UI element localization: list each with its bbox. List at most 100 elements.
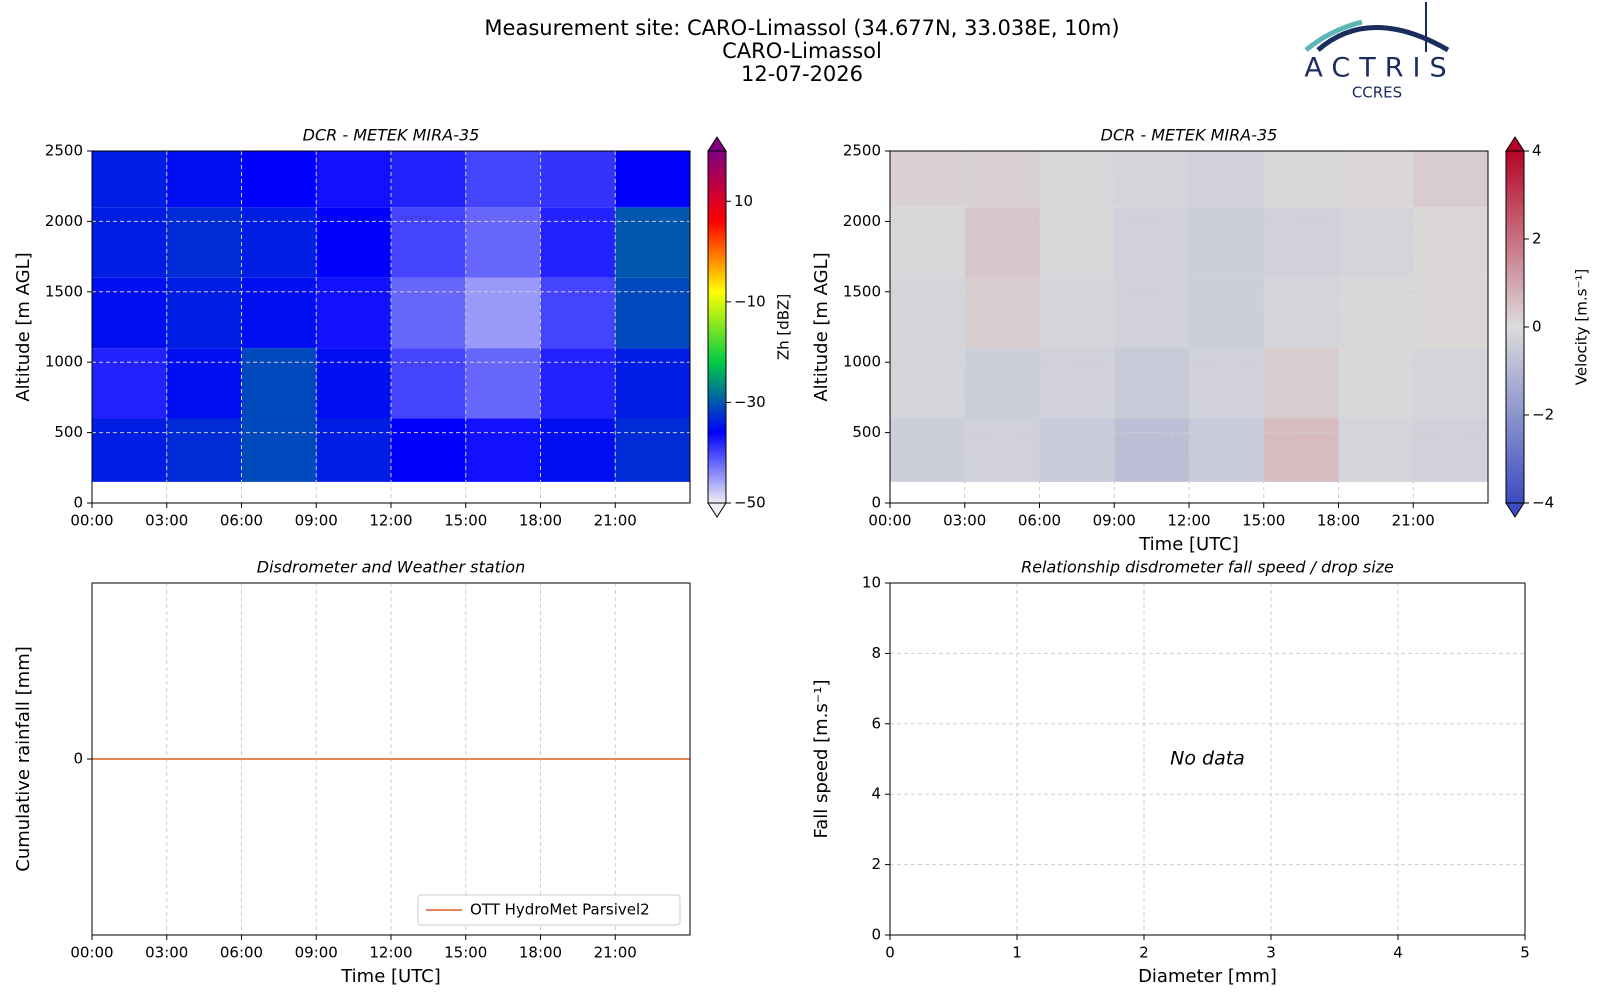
heatmap-cell	[241, 418, 317, 482]
heatmap-cell	[166, 151, 242, 208]
legend	[417, 894, 681, 926]
heatmap-cell	[964, 418, 1040, 482]
heatmap-cell	[92, 207, 167, 278]
x-tick-label: 09:00	[295, 512, 338, 530]
colorbar-tick-label: −30	[734, 393, 766, 411]
heatmap-cell	[1413, 277, 1488, 349]
plot-frame	[889, 582, 1526, 936]
y-axis-label: Cumulative rainfall [mm]	[13, 646, 34, 872]
heatmap-cell	[1263, 418, 1339, 482]
heatmap-cell	[615, 418, 690, 482]
heatmap-cell	[1338, 277, 1414, 349]
heatmap-cell	[1338, 418, 1414, 482]
heatmap-cell	[1263, 207, 1339, 278]
y-tick-label: 1000	[843, 353, 881, 371]
x-axis-label: Time [UTC]	[340, 966, 441, 987]
colorbar-tick-label: −10	[734, 292, 766, 310]
y-tick-label: 1500	[843, 282, 881, 300]
logo-arc	[1316, 25, 1450, 53]
heatmap-cell	[615, 151, 690, 208]
x-tick-label: 06:00	[220, 944, 263, 962]
heatmap-cell	[241, 207, 317, 278]
logo: ACTRIS CCRES	[1304, 2, 1450, 102]
y-tick-label: 2000	[45, 212, 83, 230]
panel-title: DCR - METEK MIRA-35	[1101, 126, 1278, 145]
y-tick-label: 2500	[843, 142, 881, 160]
heatmap-cell	[316, 277, 391, 349]
figure-subtitle: CARO-Limassol	[722, 39, 882, 63]
heatmap-cell	[1263, 277, 1339, 349]
heatmap-cell	[1413, 418, 1488, 482]
x-axis-label: Diameter [mm]	[1138, 966, 1277, 987]
plot-frame	[91, 150, 691, 504]
y-axis-label: Fall speed [m.s⁻¹]	[811, 680, 832, 839]
heatmap-cell	[166, 418, 242, 482]
heatmap-cell	[1189, 418, 1264, 482]
heatmap-cell	[1263, 151, 1339, 208]
heatmap-cell	[92, 348, 167, 419]
colorbar-extend	[707, 502, 727, 518]
heatmap-cell	[890, 277, 965, 349]
x-tick-label: 2	[1139, 944, 1149, 962]
heatmap-cell	[964, 348, 1040, 419]
heatmap-cell	[540, 207, 616, 278]
y-tick-label: 0	[73, 494, 83, 512]
heatmap-cell	[241, 348, 317, 419]
x-tick-label: 5	[1520, 944, 1530, 962]
heatmap-cell	[241, 277, 317, 349]
x-tick-label: 00:00	[868, 512, 911, 530]
y-tick-label: 0	[73, 750, 83, 768]
legend-label: OTT HydroMet Parsivel2	[470, 901, 650, 919]
colorbar-tick-label: −50	[734, 494, 766, 512]
heatmap-cell	[540, 418, 616, 482]
y-tick-label: 500	[54, 423, 83, 441]
heatmap-cell	[465, 207, 541, 278]
heatmap-cell	[615, 277, 690, 349]
x-tick-label: 03:00	[145, 512, 188, 530]
y-tick-label: 0	[871, 494, 881, 512]
colorbar-extend	[1505, 502, 1525, 518]
heatmap-cell	[964, 207, 1040, 278]
x-tick-label: 06:00	[220, 512, 263, 530]
x-tick-label: 0	[885, 944, 895, 962]
heatmap-cell	[1413, 151, 1488, 208]
heatmap-cell	[890, 418, 965, 482]
figure-title: Measurement site: CARO-Limassol (34.677N…	[484, 16, 1119, 40]
heatmap-cell	[1039, 418, 1115, 482]
heatmap-cell	[1039, 348, 1115, 419]
x-tick-label: 00:00	[70, 512, 113, 530]
colorbar-tick-label: −2	[1532, 406, 1554, 424]
heatmap-cell	[890, 207, 965, 278]
plot-frame	[889, 150, 1489, 504]
heatmap-cell	[1189, 151, 1264, 208]
heatmap-cell	[1114, 418, 1189, 482]
heatmap-cell	[465, 277, 541, 349]
heatmap-cell	[615, 207, 690, 278]
colorbar-tick-label: 2	[1532, 230, 1542, 248]
heatmap-cell	[241, 151, 317, 208]
panel-title: DCR - METEK MIRA-35	[303, 126, 480, 145]
colorbar-label: Velocity [m.s⁻¹]	[1573, 269, 1591, 385]
x-tick-label: 18:00	[519, 512, 562, 530]
heatmap-cell	[316, 151, 391, 208]
y-axis-label: Altitude [m AGL]	[811, 252, 832, 401]
x-axis-label: Time [UTC]	[1138, 534, 1239, 555]
colorbar	[1505, 150, 1525, 504]
colorbar-tick-label: 4	[1532, 142, 1542, 160]
colorbar-tick-label: 10	[734, 192, 753, 210]
heatmap-cell	[1413, 207, 1488, 278]
y-tick-label: 2000	[843, 212, 881, 230]
grid	[889, 150, 1488, 504]
x-tick-label: 03:00	[943, 512, 986, 530]
panel-title: Relationship disdrometer fall speed / dr…	[1021, 558, 1394, 577]
heatmap-cell	[540, 151, 616, 208]
heatmap-cell	[1189, 207, 1264, 278]
y-tick-label: 4	[871, 785, 881, 803]
heatmap-cell	[465, 348, 541, 419]
heatmap-cell	[391, 348, 466, 419]
x-tick-label: 21:00	[1392, 512, 1435, 530]
heatmap-cell	[1338, 348, 1414, 419]
figure-date: 12-07-2026	[741, 62, 863, 86]
x-tick-label: 21:00	[594, 512, 637, 530]
heatmap-cell	[316, 418, 391, 482]
